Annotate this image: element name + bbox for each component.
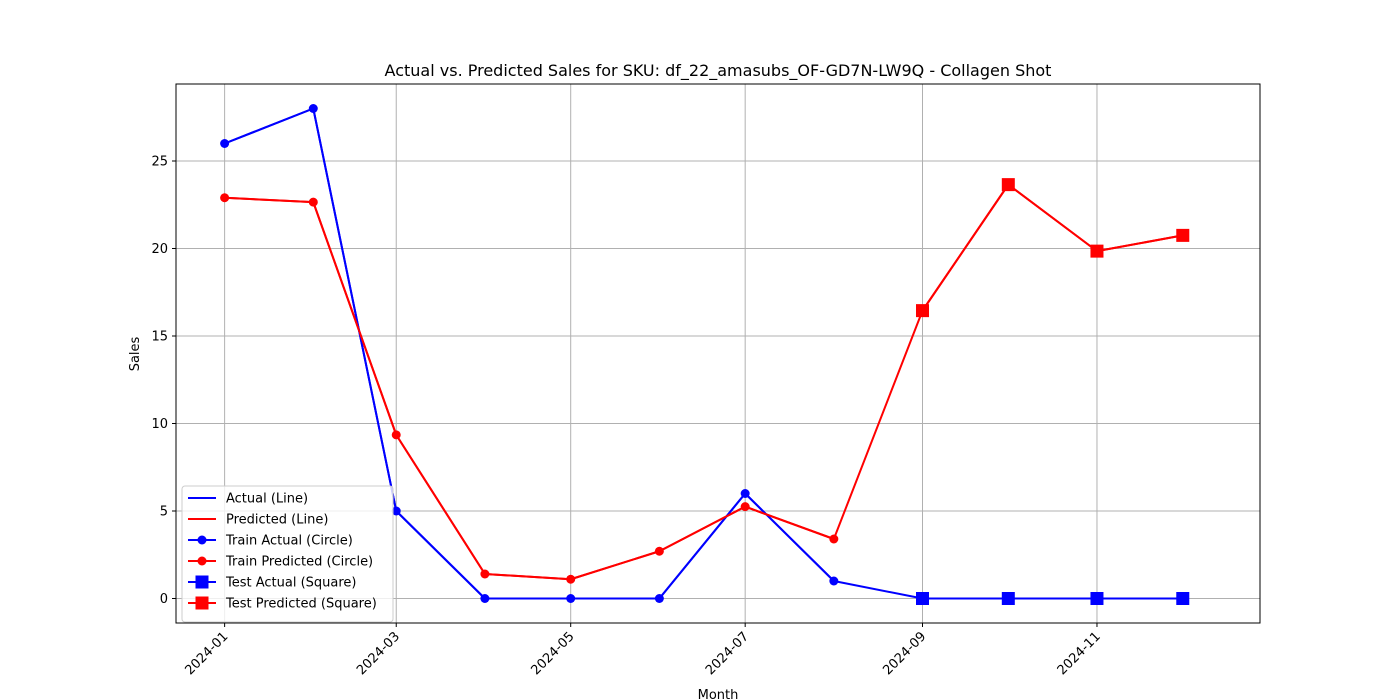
legend-label: Predicted (Line) (226, 513, 328, 528)
train-predicted-circle-point (391, 430, 401, 440)
test-predicted-square-line (921, 183, 1183, 312)
plot-area-frame (175, 83, 1261, 624)
y-tick-label: 5 (160, 505, 168, 520)
y-axis-title: Sales (128, 336, 143, 371)
legend-entry: Train Predicted (Circle) (188, 555, 373, 570)
legend-entry: Predicted (Line) (188, 513, 328, 528)
train-actual-circle-point (740, 489, 750, 498)
legend: Actual (Line) Predicted (Line) Train Actua… (181, 485, 394, 623)
legend-label: Train Actual (Circle) (225, 534, 353, 549)
y-tick-label: 20 (151, 242, 168, 257)
legend-swatch-marker (197, 556, 207, 566)
train-predicted-circle-line (224, 196, 835, 581)
chart-title: Actual vs. Predicted Sales for SKU: df_2… (385, 61, 1052, 81)
legend-entry: Actual (Line) (188, 492, 308, 507)
series-test-predicted-square (916, 178, 1190, 318)
train-actual-circle-point (220, 139, 230, 148)
train-actual-circle-point (308, 104, 318, 113)
y-tick-label: 25 (151, 155, 168, 170)
legend-box (181, 485, 394, 623)
test-actual-square-point (1090, 592, 1104, 605)
train-actual-circle-point (566, 594, 576, 603)
y-tick-label: 10 (151, 417, 168, 432)
legend-swatch-marker (195, 575, 209, 589)
test-predicted-square-point (1001, 178, 1015, 192)
train-actual-circle-point (829, 576, 839, 586)
y-tick-label: 15 (151, 330, 168, 345)
train-predicted-circle-point (654, 546, 664, 556)
legend-swatch-marker (195, 596, 209, 610)
train-actual-circle-point (654, 594, 664, 603)
legend-entry: Test Actual (Square) (188, 575, 357, 591)
test-predicted-square-point (1090, 244, 1104, 258)
y-tick-label: 0 (160, 592, 168, 607)
train-actual-circle-point (480, 594, 490, 603)
train-predicted-circle-point (480, 569, 490, 579)
legend-label: Actual (Line) (226, 492, 308, 507)
series-test-actual-square (916, 592, 1190, 605)
test-predicted-square-point (916, 304, 930, 318)
train-predicted-circle-point (220, 193, 230, 203)
series-group (220, 104, 1190, 605)
train-predicted-circle-point (829, 534, 839, 544)
train-actual-circle-line (224, 107, 835, 600)
test-predicted-square-point (1176, 228, 1190, 242)
test-actual-square-point (1176, 592, 1190, 605)
test-actual-square-point (1001, 592, 1015, 605)
legend-swatch-marker (197, 535, 207, 545)
train-predicted-circle-point (740, 502, 750, 512)
train-predicted-circle-point (566, 574, 576, 584)
train-actual-circle-point (391, 506, 401, 516)
legend-label: Test Actual (Square) (225, 576, 357, 591)
legend-entry: Test Predicted (Square) (188, 596, 377, 612)
series-train-actual-circle (220, 104, 839, 603)
series-train-predicted-circle (220, 193, 839, 584)
legend-label: Train Predicted (Circle) (225, 555, 373, 570)
train-predicted-circle-point (308, 197, 318, 207)
legend-label: Test Predicted (Square) (225, 597, 377, 612)
test-actual-square-point (916, 592, 930, 605)
x-axis-title: Month (698, 688, 739, 700)
legend-entry: Train Actual (Circle) (188, 534, 353, 549)
